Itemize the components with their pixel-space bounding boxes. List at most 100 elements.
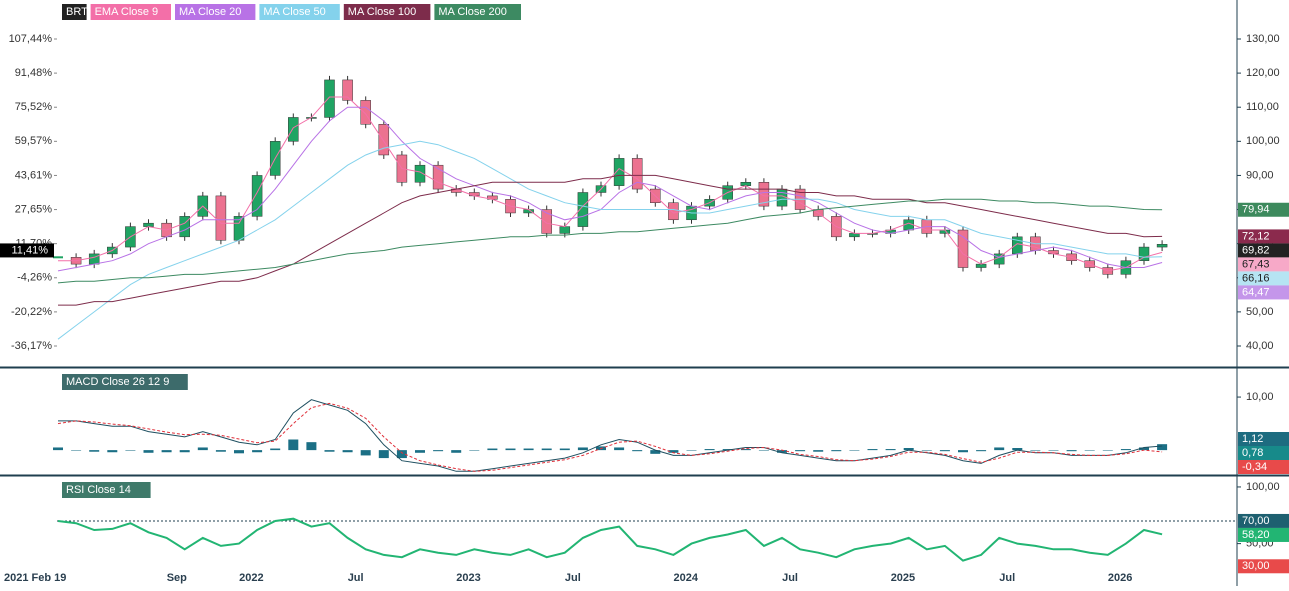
x-tick-label: 2021 Feb 19 bbox=[4, 572, 66, 584]
candle bbox=[360, 100, 371, 125]
x-tick-label: 2022 bbox=[239, 572, 263, 584]
candle bbox=[288, 117, 299, 142]
histogram-bar bbox=[179, 450, 190, 453]
candle bbox=[1156, 244, 1168, 248]
y2-tick-label: -36,17% bbox=[11, 340, 52, 352]
y2-tick-label: 43,61% bbox=[15, 169, 53, 181]
histogram-bar bbox=[469, 450, 480, 451]
change-tag bbox=[0, 243, 54, 258]
value-tag bbox=[1238, 460, 1289, 474]
value-tag-label: 58,20 bbox=[1242, 529, 1270, 541]
candle bbox=[179, 216, 190, 238]
candle bbox=[613, 158, 625, 186]
histogram-bar bbox=[758, 450, 769, 451]
histogram-bar bbox=[487, 448, 498, 451]
histogram-bar bbox=[903, 448, 914, 451]
histogram-bar bbox=[215, 450, 226, 452]
value-tag bbox=[1238, 513, 1289, 528]
series-line bbox=[57, 402, 1163, 472]
histogram-bar bbox=[614, 447, 625, 451]
histogram-bar bbox=[71, 450, 82, 451]
y2-tick-label: 107,44% bbox=[9, 33, 53, 45]
panel-title: MACD Close 26 12 9 bbox=[66, 376, 169, 388]
legend-box bbox=[259, 4, 340, 20]
candle bbox=[378, 124, 390, 156]
histogram-bar bbox=[867, 449, 878, 451]
histogram-bar bbox=[668, 450, 679, 453]
histogram-bar bbox=[958, 450, 968, 453]
series-line bbox=[57, 106, 1163, 272]
y2-tick-label: -20,22% bbox=[11, 306, 52, 318]
value-tag bbox=[1238, 559, 1289, 574]
histogram-bar bbox=[360, 450, 371, 456]
candle bbox=[342, 79, 353, 101]
histogram-bar bbox=[53, 447, 63, 451]
histogram-bar bbox=[433, 450, 444, 452]
x-tick-label: 2024 bbox=[674, 572, 699, 584]
legend-box bbox=[434, 4, 521, 20]
y-tick-label: 100,00 bbox=[1246, 135, 1280, 147]
histogram-bar bbox=[1139, 447, 1149, 451]
histogram-bar bbox=[324, 450, 335, 452]
y2-tick-label: 27,65% bbox=[15, 203, 53, 215]
value-tag-label: 0,78 bbox=[1242, 447, 1263, 459]
series-line bbox=[57, 140, 1163, 340]
candle bbox=[668, 202, 679, 221]
histogram-bar bbox=[378, 450, 389, 459]
histogram-bar bbox=[415, 450, 425, 453]
histogram-bar bbox=[523, 448, 534, 451]
x-tick-label: 2025 bbox=[891, 572, 915, 584]
histogram-bar bbox=[921, 450, 932, 451]
histogram-bar bbox=[1102, 450, 1113, 451]
series-line bbox=[57, 198, 1163, 284]
x-tick-label: 2023 bbox=[456, 572, 480, 584]
histogram-bar bbox=[885, 449, 896, 451]
histogram-bar bbox=[342, 450, 353, 453]
value-tag bbox=[1238, 285, 1289, 300]
candle bbox=[251, 175, 263, 217]
histogram-bar bbox=[1012, 448, 1023, 451]
histogram-bar bbox=[125, 450, 136, 451]
histogram-bar bbox=[795, 450, 806, 452]
candle bbox=[541, 209, 552, 234]
x-tick-label: Jul bbox=[565, 572, 581, 584]
legend-box bbox=[175, 4, 256, 20]
y-tick-label: 120,00 bbox=[1246, 67, 1280, 79]
histogram-bar bbox=[306, 442, 317, 451]
y-tick-label: 40,00 bbox=[1246, 340, 1274, 352]
x-tick-label: 2026 bbox=[1108, 572, 1132, 584]
histogram-bar bbox=[1157, 444, 1168, 451]
y2-tick-label: 59,57% bbox=[15, 135, 53, 147]
candle bbox=[414, 164, 426, 183]
histogram-bar bbox=[577, 447, 588, 451]
histogram-bar bbox=[161, 450, 172, 453]
panel-title: RSI Close 14 bbox=[66, 484, 131, 496]
histogram-bar bbox=[252, 450, 263, 453]
y-tick-label: 100,00 bbox=[1246, 481, 1280, 493]
value-tag bbox=[1238, 229, 1289, 244]
y-tick-label: 130,00 bbox=[1246, 33, 1280, 45]
x-tick-label: Jul bbox=[782, 572, 798, 584]
histogram-bar bbox=[197, 447, 208, 451]
histogram-bar bbox=[559, 448, 570, 451]
histogram-bar bbox=[740, 449, 751, 451]
histogram-bar bbox=[650, 450, 661, 454]
histogram-bar bbox=[89, 450, 100, 452]
value-tag bbox=[1238, 271, 1289, 286]
histogram-bar bbox=[994, 447, 1005, 451]
legend-label: MA Close 200 bbox=[438, 6, 506, 18]
value-tag bbox=[1238, 202, 1289, 217]
candle bbox=[740, 182, 752, 186]
candle bbox=[631, 158, 643, 190]
histogram-bar bbox=[505, 448, 516, 451]
series-line bbox=[58, 174, 1163, 306]
candle bbox=[849, 233, 860, 238]
candle bbox=[559, 226, 571, 234]
candle bbox=[758, 182, 770, 207]
value-tag-label: 1,12 bbox=[1242, 433, 1263, 445]
legend-label: BRT bbox=[66, 6, 88, 18]
histogram-bar bbox=[632, 450, 643, 452]
